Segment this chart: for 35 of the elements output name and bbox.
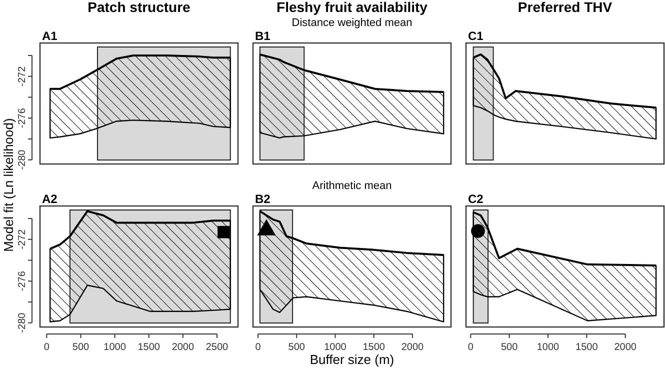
y-tick-label: -272 [17,66,28,86]
y-tick-label: -276 [17,270,28,292]
x-tick-label: 1500 [138,342,160,353]
x-tick-label: 500 [72,342,90,353]
x-tick-label: 2000 [172,342,195,353]
y-tick-label: -280 [17,149,28,170]
annotation: C2 [468,192,484,206]
y-tick-label: -276 [17,108,28,128]
x-tick-label: 1500 [362,342,386,353]
x-tick-label: 0 [468,342,474,353]
y-axis-title: Model fit (Ln likelihood) [1,118,16,252]
y-tick-label: -280 [17,312,28,333]
chart-title: Fleshy fruit availability [276,0,428,15]
x-tick-label: 2000 [401,342,424,353]
chart-subtitle: Distance weighted mean [292,17,412,29]
x-tick-label: 500 [288,342,306,353]
x-tick-label: 500 [500,342,518,353]
chart-subtitle: Arithmetic mean [312,180,392,192]
annotation: B2 [255,192,271,206]
annotation: C1 [468,29,484,43]
x-axis-title: Buffer size (m) [310,352,394,367]
x-tick-label: 1000 [324,342,347,353]
y-tick-label: -272 [17,228,28,250]
x-tick-label: 1000 [104,342,126,353]
chart-title: Preferred THV [518,0,613,15]
x-tick-label: 1500 [576,342,598,353]
x-tick-label: 1000 [536,342,560,353]
annotation: B1 [255,29,271,43]
x-tick-label: 2500 [206,342,229,353]
annotation: A1 [42,29,58,43]
x-tick-label: 2000 [614,342,637,353]
annotation: A2 [42,192,58,206]
x-tick-label: 0 [44,342,50,353]
x-tick-label: 0 [255,342,262,353]
chart-title: Patch structure [88,0,191,15]
